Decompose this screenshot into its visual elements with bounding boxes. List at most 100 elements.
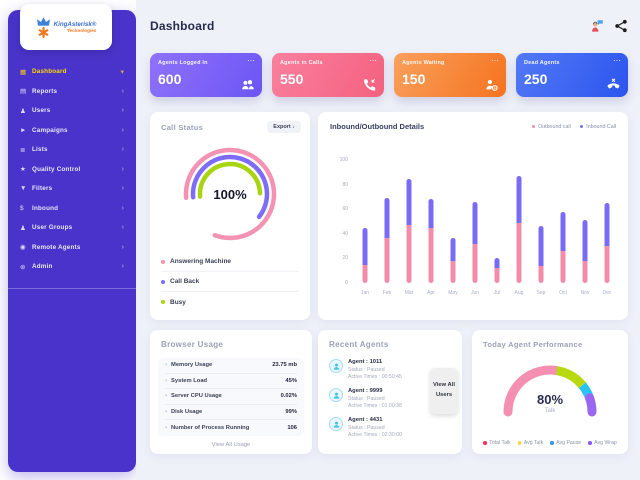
filters-icon: ▼ bbox=[20, 185, 27, 193]
stat-card-value: 550 bbox=[280, 71, 304, 87]
y-tick-label: 20 bbox=[342, 255, 348, 262]
usage-row-disk-usage[interactable]: › Disk Usage 99% bbox=[165, 405, 297, 421]
bar-column-sep bbox=[530, 160, 552, 283]
recent-agents-title: Recent Agents bbox=[329, 340, 389, 349]
legend-dot bbox=[588, 441, 592, 445]
legend-item-answering-machine: Answering Machine bbox=[161, 252, 299, 272]
bar-outbound bbox=[538, 265, 544, 283]
legend-item-inbound-call[interactable]: Inbound Call bbox=[579, 124, 616, 130]
performance-title: Today Agent Performance bbox=[483, 340, 583, 349]
bar-column-nov bbox=[574, 160, 596, 283]
bar-inbound bbox=[560, 211, 566, 251]
legend-item-outbound-call[interactable]: Outbound call bbox=[531, 124, 571, 130]
support-agent-icon[interactable] bbox=[590, 19, 604, 33]
sidebar-item-admin[interactable]: ⊛ Admin › bbox=[8, 257, 136, 277]
sidebar-item-user-groups[interactable]: ♟ User Groups › bbox=[8, 218, 136, 238]
legend-item-total-talk: Total Talk bbox=[483, 440, 511, 446]
chevron-right-icon: › bbox=[121, 263, 124, 271]
usage-row-number-of-process-running[interactable]: › Number of Process Running 106 bbox=[165, 425, 297, 432]
bar-inbound bbox=[450, 237, 456, 261]
sidebar-item-reports[interactable]: ▤ Reports › bbox=[8, 82, 136, 102]
user-waiting-icon bbox=[485, 78, 498, 91]
bar-outbound bbox=[450, 260, 456, 283]
stat-card-menu[interactable]: ⋯ bbox=[369, 56, 377, 65]
users-group-icon bbox=[241, 78, 254, 91]
browser-usage-card: Browser Usage › Memory Usage 23.75 mb › Syst… bbox=[150, 330, 312, 454]
users-icon: ♟ bbox=[20, 107, 26, 115]
sidebar-item-remote-agents[interactable]: ◉ Remote Agents › bbox=[8, 238, 136, 258]
bar-inbound bbox=[582, 220, 588, 261]
sidebar-item-dashboard[interactable]: ▦ Dashboard ▾ bbox=[8, 62, 136, 82]
view-all-users-button[interactable]: View All Users bbox=[430, 368, 458, 414]
y-tick-label: 40 bbox=[342, 230, 348, 237]
legend-item-busy: Busy bbox=[161, 292, 299, 312]
sidebar-item-label: Users bbox=[32, 107, 51, 115]
chevron-right-icon: › bbox=[121, 165, 124, 173]
export-button[interactable]: Export ↓ bbox=[267, 121, 301, 133]
sidebar-item-campaigns[interactable]: ► Campaigns › bbox=[8, 121, 136, 141]
call-status-legend: Answering Machine Call Back Busy bbox=[161, 252, 299, 312]
sidebar-item-inbound[interactable]: $ Inbound › bbox=[8, 199, 136, 219]
legend-item-avg-talk: Avg Talk bbox=[517, 440, 543, 446]
stat-card-agents-logged-in[interactable]: Agents Logged In ⋯ 600 bbox=[150, 53, 262, 97]
x-tick-label: Aug bbox=[514, 290, 524, 296]
brand-logo[interactable]: KingAsterisk® Technologies bbox=[20, 4, 112, 50]
agent-name: Agent : 9999 bbox=[348, 388, 383, 394]
x-tick-label: Dec bbox=[602, 290, 612, 296]
stat-card-menu[interactable]: ⋯ bbox=[247, 56, 255, 65]
bar-chart-plot bbox=[354, 160, 618, 283]
share-icon[interactable] bbox=[614, 19, 628, 33]
legend-item-avg-pause: Avg Pause bbox=[550, 440, 581, 446]
bar-inbound bbox=[472, 201, 478, 244]
bar-outbound bbox=[362, 264, 368, 283]
usage-row-system-load[interactable]: › System Load 45% bbox=[165, 374, 297, 390]
sidebar-item-lists[interactable]: ≣ Lists › bbox=[8, 140, 136, 160]
legend-dot bbox=[550, 441, 554, 445]
view-all-usage-link[interactable]: View All Usage bbox=[211, 442, 251, 448]
inbound-outbound-title: Inbound/Outbound Details bbox=[330, 122, 425, 131]
stat-card-title: Dead Agents bbox=[524, 60, 560, 66]
stat-card-agents-waiting[interactable]: Agents Waiting ⋯ 150 bbox=[394, 53, 506, 97]
legend-dot bbox=[531, 124, 536, 129]
legend-item-call-back: Call Back bbox=[161, 272, 299, 292]
ring-busy bbox=[197, 161, 263, 199]
inbound-outbound-card: Inbound/Outbound Details Outbound call In… bbox=[318, 112, 628, 320]
reports-icon: ▤ bbox=[20, 88, 27, 96]
inbound-icon: $ bbox=[20, 204, 24, 212]
chevron-right-icon: › bbox=[165, 377, 167, 384]
agent-avatar bbox=[329, 388, 343, 402]
legend-dot bbox=[161, 259, 165, 264]
bar-column-mar bbox=[398, 160, 420, 283]
stat-card-value: 250 bbox=[524, 71, 548, 87]
quality-control-icon: ★ bbox=[20, 166, 26, 174]
sidebar-item-label: Filters bbox=[32, 185, 53, 193]
stat-card-agents-in-calls[interactable]: Agents in Calls ⋯ 550 bbox=[272, 53, 384, 97]
agent-active-time: Active Times : 00:50:45 bbox=[348, 374, 402, 380]
call-status-radial-chart bbox=[183, 147, 277, 241]
performance-gauge-chart bbox=[503, 365, 597, 417]
admin-icon: ⊛ bbox=[20, 263, 26, 271]
bar-column-jun bbox=[464, 160, 486, 283]
legend-dot bbox=[161, 279, 165, 284]
stat-card-menu[interactable]: ⋯ bbox=[613, 56, 621, 65]
agent-status: Status : Paused bbox=[348, 424, 385, 431]
stat-card-menu[interactable]: ⋯ bbox=[491, 56, 499, 65]
x-tick-label: Jun bbox=[470, 290, 480, 296]
sidebar-item-quality-control[interactable]: ★ Quality Control › bbox=[8, 160, 136, 180]
sidebar-item-filters[interactable]: ▼ Filters › bbox=[8, 179, 136, 199]
chevron-down-icon: ▾ bbox=[120, 68, 124, 76]
x-tick-label: Sep bbox=[536, 290, 546, 296]
sidebar-item-label: Inbound bbox=[32, 204, 59, 212]
y-tick-label: 60 bbox=[342, 206, 348, 213]
agent-avatar bbox=[329, 417, 343, 431]
usage-row-server-cpu-usage[interactable]: › Server CPU Usage 0.02% bbox=[165, 389, 297, 405]
bar-inbound bbox=[538, 226, 544, 266]
sidebar-item-users[interactable]: ♟ Users › bbox=[8, 101, 136, 121]
chevron-right-icon: › bbox=[121, 185, 124, 193]
chevron-right-icon: › bbox=[165, 393, 167, 400]
chevron-right-icon: › bbox=[165, 409, 167, 416]
usage-row-memory-usage[interactable]: › Memory Usage 23.75 mb bbox=[165, 358, 297, 374]
agent-status: Status : Paused bbox=[348, 366, 385, 373]
stat-card-dead-agents[interactable]: Dead Agents ⋯ 250 bbox=[516, 53, 628, 97]
gauge-segment-avg-wrap bbox=[585, 393, 597, 417]
